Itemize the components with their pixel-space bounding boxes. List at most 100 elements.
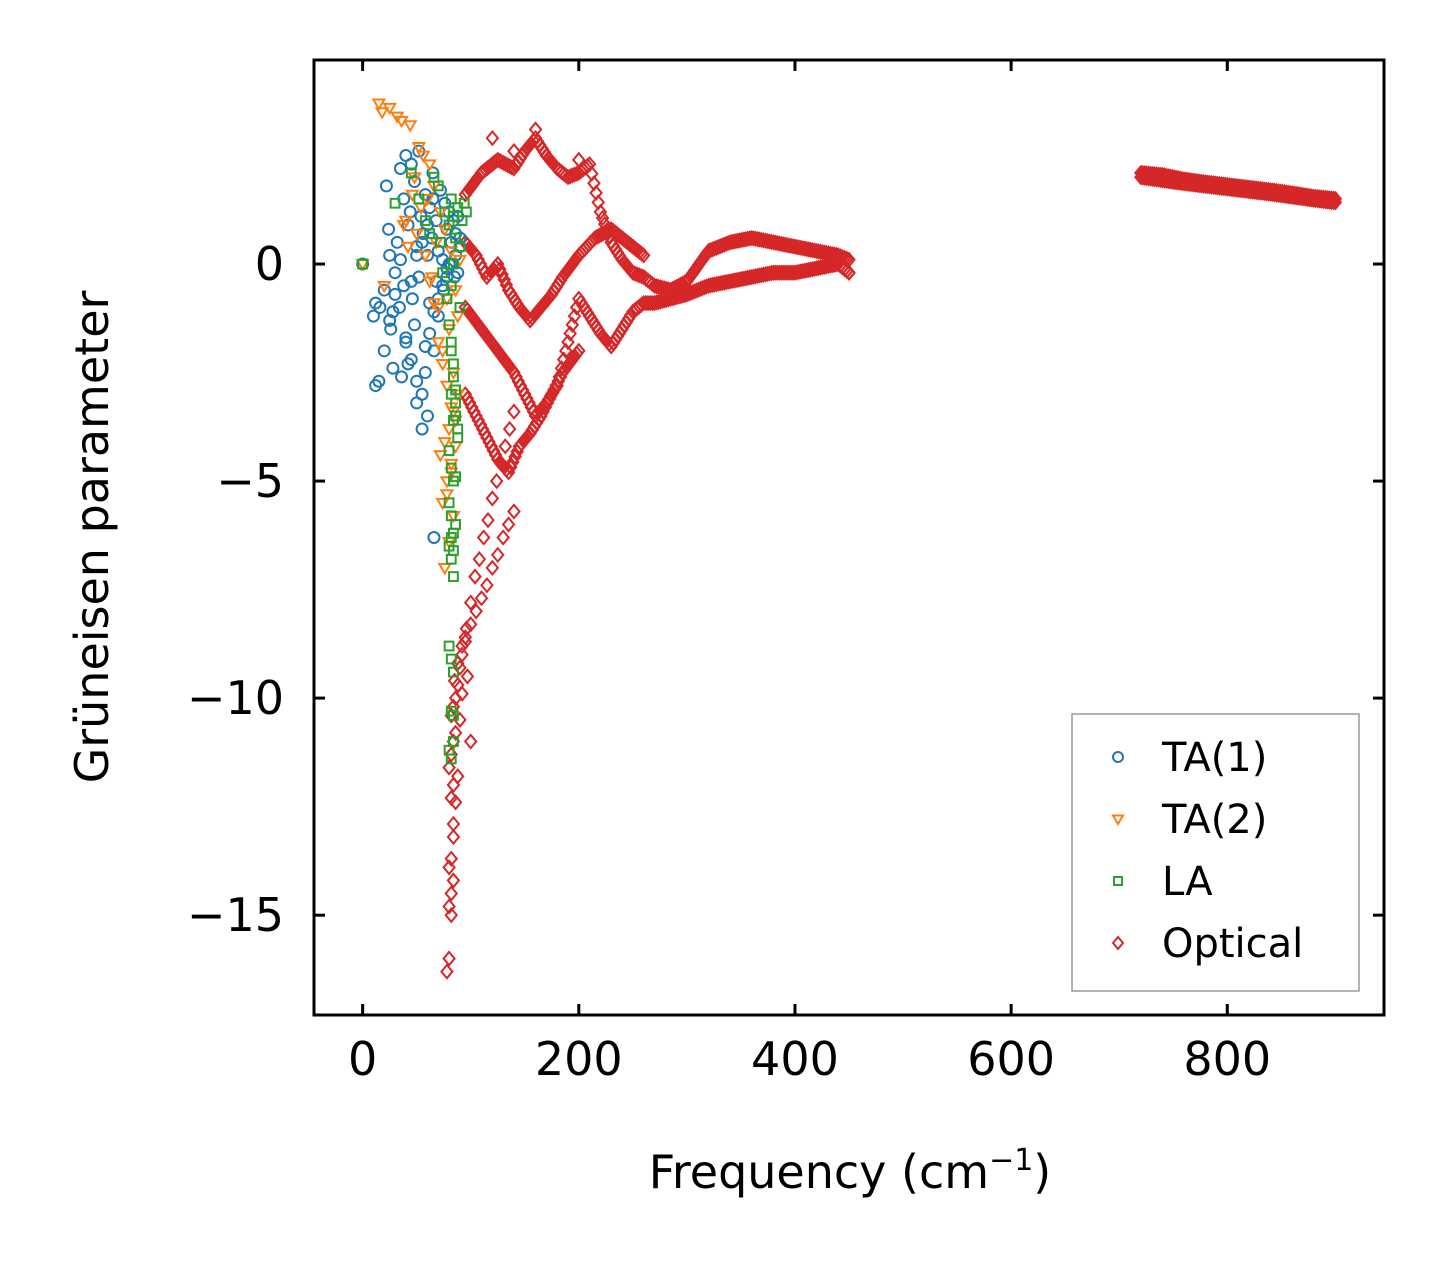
la-point — [448, 736, 459, 747]
ta-1-point — [453, 231, 467, 245]
x-axis-label-close: ) — [1033, 1145, 1051, 1199]
la-point — [445, 753, 457, 765]
optical-point — [444, 885, 459, 902]
x-tick-label: 600 — [967, 1032, 1055, 1086]
la-point — [448, 571, 459, 582]
optical-point — [485, 129, 500, 147]
optical-branch-2-point — [495, 266, 509, 283]
la-point — [445, 653, 457, 665]
optical-point — [476, 529, 491, 546]
optical-point — [472, 551, 487, 568]
ta-2-point — [400, 241, 416, 255]
ta-1-point — [399, 335, 413, 349]
ta-1-point — [415, 422, 429, 436]
ta-1-point — [404, 353, 418, 367]
optical-branch-3-point — [508, 448, 522, 465]
optical-branch-0-point — [632, 267, 647, 284]
optical-point — [463, 733, 478, 750]
x-tick-label: 800 — [1183, 1032, 1271, 1086]
optical-point — [458, 629, 473, 646]
ta-2-point — [435, 345, 450, 359]
y-axis-label: Grüneisen parameter — [65, 290, 119, 783]
optical-branch-2-point — [497, 271, 512, 288]
optical-point — [571, 151, 586, 169]
optical-branch-2-point — [493, 261, 507, 278]
la-point — [448, 545, 459, 556]
optical-branch-2-point — [490, 255, 505, 273]
legend-label-ta-2: TA(2) — [1161, 797, 1267, 843]
x-tick-label: 200 — [535, 1032, 623, 1086]
ta-1-point — [383, 248, 397, 262]
ta-1-point — [418, 366, 432, 380]
ta-2-point — [422, 159, 437, 172]
optical-point — [507, 503, 521, 520]
la-point — [460, 206, 472, 218]
la-point — [452, 432, 464, 444]
ta-1-point — [427, 531, 441, 544]
la-point — [450, 519, 461, 530]
ta-1-point — [426, 192, 440, 206]
optical-point — [446, 828, 461, 846]
optical-point — [489, 472, 504, 490]
ta-2-point — [444, 246, 459, 259]
ta-2-point — [418, 250, 433, 263]
optical-point — [842, 264, 856, 281]
x-tick-label: 400 — [751, 1032, 839, 1086]
la-point — [448, 666, 459, 678]
ta-1-point — [449, 227, 463, 241]
legend-label-optical: Optical — [1162, 921, 1303, 967]
ta-1-point — [408, 318, 422, 332]
optical-point — [468, 568, 482, 585]
ta-2-point — [439, 489, 455, 502]
la-point — [445, 532, 457, 543]
optical-branch-0-point — [630, 266, 644, 283]
ta-2-point — [411, 141, 427, 155]
ta-1-point — [366, 309, 380, 323]
optical-point — [444, 906, 459, 924]
optical-point — [444, 746, 459, 763]
optical-point — [448, 724, 463, 742]
ta-2-point — [420, 194, 435, 207]
la-point — [413, 193, 425, 205]
x-axis-label-main: Frequency (cm — [649, 1145, 989, 1199]
ta-1-point — [415, 235, 429, 249]
la-point — [419, 215, 431, 227]
optical-point — [459, 620, 474, 637]
la-point — [445, 280, 457, 292]
optical-branch-0-point — [628, 265, 642, 282]
optical-point — [474, 590, 489, 607]
ta-1-point — [399, 331, 413, 345]
ta-1-point — [431, 309, 445, 323]
ta-2-point — [433, 450, 448, 463]
la-point — [443, 640, 455, 652]
ta-1-point — [379, 179, 393, 193]
ta-1-point — [373, 300, 387, 314]
ta-1-point — [405, 292, 419, 306]
optical-point — [480, 577, 494, 594]
legend-box — [1071, 713, 1360, 992]
ta-1-point — [408, 175, 422, 189]
ta-1-point — [388, 287, 402, 301]
ta-2-point — [431, 337, 446, 350]
legend-marker-ta-1 — [1112, 751, 1124, 763]
la-point — [448, 710, 459, 721]
optical-point — [460, 668, 475, 685]
la-point — [443, 445, 455, 457]
ticks-layer: 0 200 400 600 800 0 −5 −10 −15 — [187, 60, 1384, 1086]
ta-1-point — [410, 396, 424, 410]
plot-frame — [312, 58, 1386, 1017]
ta-2-point — [439, 380, 455, 394]
ta-1-point — [420, 409, 434, 423]
la-point — [454, 302, 466, 313]
ta-1-point — [401, 218, 415, 232]
ta-1-point — [383, 313, 397, 327]
ta-2-point — [382, 102, 397, 116]
optical-branch-3-point — [506, 453, 520, 471]
legend-marker-ta-2 — [1111, 814, 1125, 826]
la-point — [448, 371, 459, 383]
optical-point — [444, 850, 459, 867]
optical-point — [485, 559, 500, 577]
marks-layer — [355, 98, 1343, 980]
